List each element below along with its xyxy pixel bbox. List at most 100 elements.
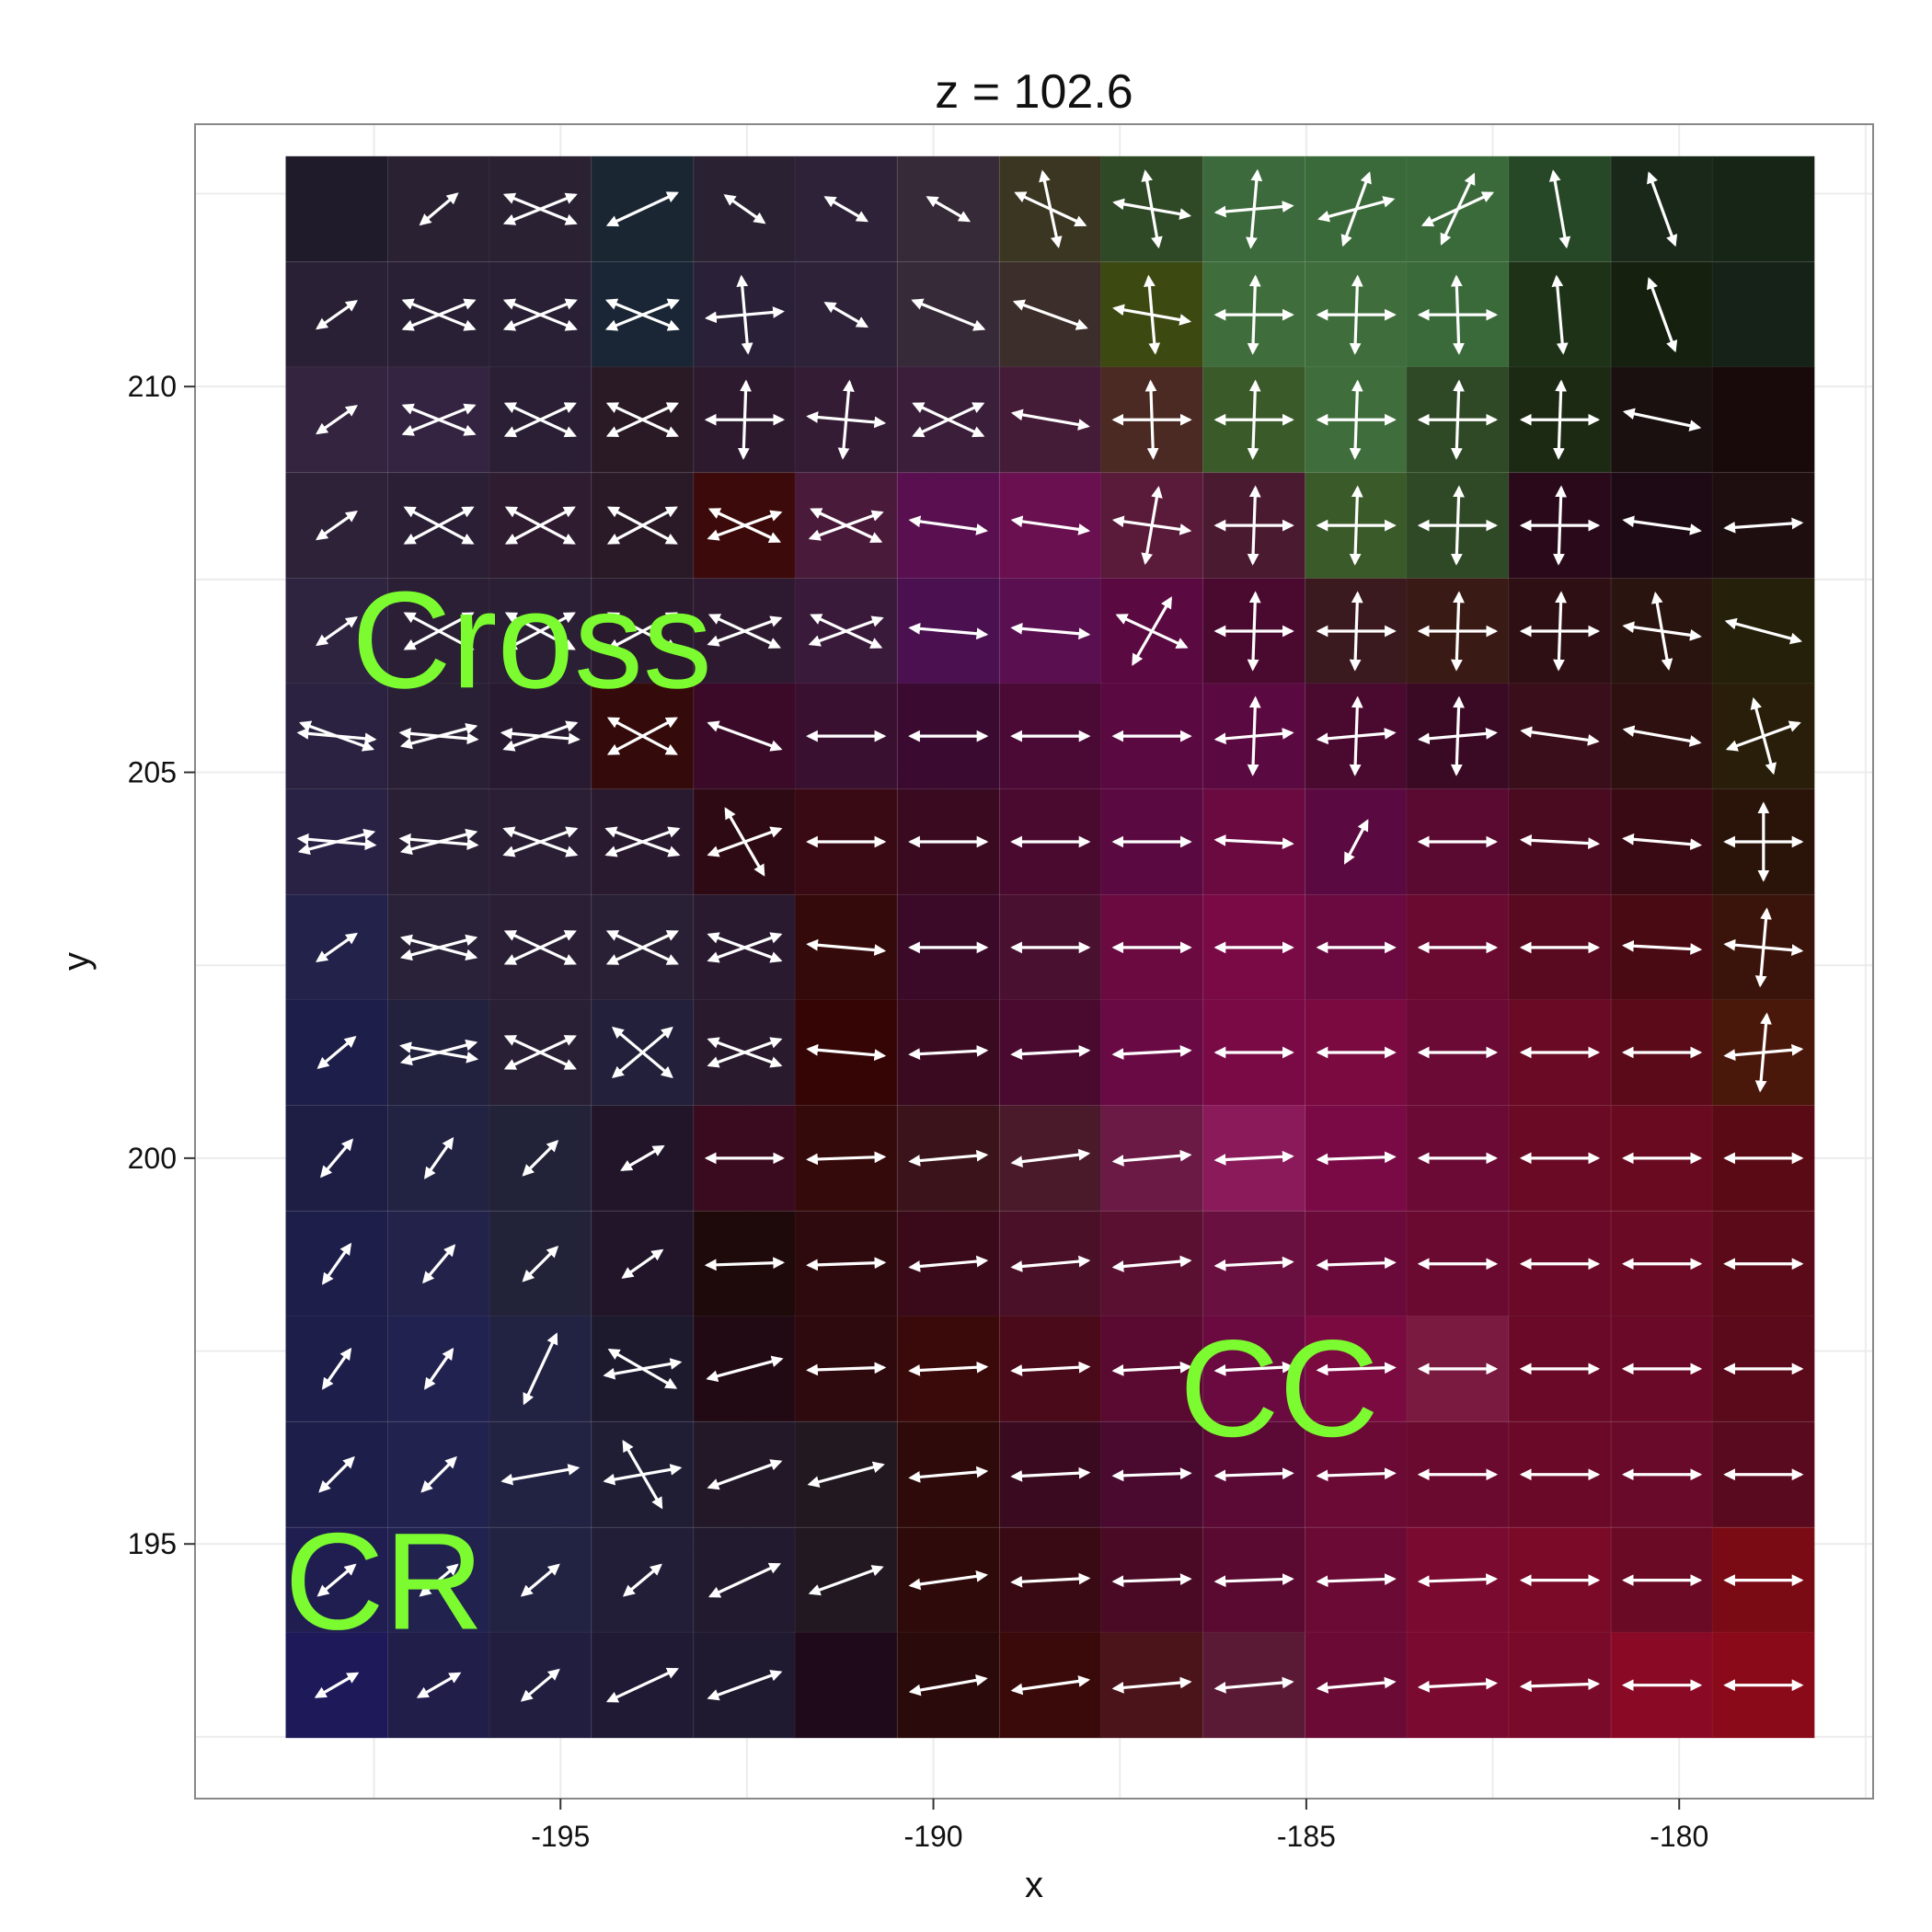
tensor-arrow-glyph [1723,517,1804,534]
tensor-arrow-glyph [504,506,576,545]
tensor-arrow-glyph [1417,1573,1499,1588]
tensor-arrow-glyph [604,826,681,857]
tensor-arrow-glyph [605,930,679,965]
tensor-arrow-glyph [604,298,680,331]
tensor-arrow-glyph [1010,622,1091,640]
tensor-arrow-glyph [1111,1467,1192,1482]
tensor-arrow-glyph [1111,515,1192,535]
tensor-arrow-glyph [1420,191,1495,227]
tensor-arrow-glyph [1111,1255,1192,1272]
tensor-arrow-glyph [806,1257,887,1271]
tensor-arrow-glyph [1115,614,1189,649]
y-tick-label: 200 [128,1142,177,1175]
tensor-arrow-glyph [1316,1257,1397,1271]
tensor-arrow-glyph [1111,1573,1192,1588]
tensor-arrow-glyph [908,1466,989,1483]
tensor-arrow-glyph [1213,728,1294,745]
tensor-arrow-glyph [1010,1148,1091,1167]
tensor-arrow-glyph [926,196,972,223]
tensor-arrow-glyph [424,1347,454,1390]
tensor-arrow-glyph [316,511,358,541]
heatmap-cell [794,1631,898,1739]
tensor-arrow-glyph [1010,1466,1091,1482]
region-label: Cross [351,562,712,717]
y-tick-label: 205 [128,756,177,789]
tensor-arrow-glyph [707,720,783,752]
tensor-arrow-glyph [1317,196,1396,223]
tensor-arrow-glyph [502,192,578,225]
tensor-arrow-glyph [806,1043,887,1062]
tensor-arrow-glyph [299,720,375,752]
tensor-arrow-glyph [908,1674,988,1696]
tensor-arrow-glyph [1213,1467,1294,1482]
tensor-arrow-glyph [1213,1676,1294,1694]
tensor-arrow-glyph [908,1255,989,1272]
tensor-arrow-glyph [707,1459,783,1490]
tensor-arrow-glyph [403,612,475,650]
tensor-arrow-glyph [1111,1149,1192,1167]
tensor-arrow-glyph [806,1362,887,1376]
heatmap-cell [284,155,389,263]
tensor-arrow-glyph [606,506,678,545]
tensor-arrow-glyph [1213,201,1294,218]
tensor-arrow-glyph [912,402,985,438]
x-tick-label: -190 [904,1820,963,1853]
tensor-arrow-glyph [1417,1677,1499,1693]
tensor-arrow-glyph [1343,819,1369,865]
tensor-arrow-glyph [823,196,868,223]
tensor-arrow-glyph [1723,1043,1804,1062]
tensor-arrow-glyph [503,402,577,438]
glyph-layer [296,168,1804,1703]
heatmap-cell [1305,788,1409,895]
region-label: CC [1179,1311,1379,1466]
tensor-arrow-glyph [1111,1044,1192,1060]
tensor-arrow-glyph [316,1563,357,1597]
tensor-arrow-glyph [502,826,579,857]
tensor-arrow-glyph [321,1242,352,1285]
tensor-arrow-glyph [1213,1573,1294,1588]
tensor-arrow-glyph [1112,304,1192,326]
tensor-arrow-glyph [1010,1255,1091,1272]
tensor-arrow-glyph [622,1439,663,1510]
tensor-arrow-glyph [1111,1676,1192,1694]
x-tick-label: -180 [1650,1820,1708,1853]
tensor-arrow-glyph [808,510,884,541]
tensor-arrow-glyph [704,1257,786,1271]
tensor-arrow-glyph [314,1672,360,1698]
tensor-arrow-glyph [1622,725,1702,747]
tensor-arrow-glyph [1010,1675,1091,1696]
tensor-arrow-glyph [422,1244,456,1284]
tensor-arrow-glyph [606,717,678,755]
tensor-arrow-glyph [707,1670,783,1701]
tensor-arrow-glyph [707,932,783,963]
tensor-arrow-glyph [424,1136,454,1179]
tensor-arrow-glyph [1724,617,1802,645]
tensor-arrow-glyph [704,306,785,324]
tensor-arrow-glyph [522,1245,559,1282]
tensor-arrow-glyph [420,1455,457,1493]
tensor-arrow-glyph [316,932,358,962]
tensor-arrow-glyph [911,298,986,331]
tensor-arrow-glyph [1622,515,1702,535]
tensor-arrow-glyph [1622,408,1702,431]
tensor-arrow-glyph [401,403,477,436]
tensor-arrow-glyph [707,510,783,541]
tensor-arrow-glyph [706,1355,784,1383]
tensor-arrow-glyph [398,728,479,745]
tensor-arrow-glyph [908,1149,989,1167]
heatmap-cell [1711,155,1815,263]
tensor-arrow-glyph [403,506,475,545]
tensor-arrow-glyph [297,828,376,856]
tensor-arrow-glyph [419,1563,459,1597]
tensor-arrow-glyph [605,191,679,227]
tensor-arrow-glyph [606,612,678,650]
tensor-arrow-glyph [316,405,358,435]
tensor-arrow-glyph [603,1358,683,1380]
tensor-arrow-glyph [1010,1044,1091,1060]
heatmap-cell [489,1631,592,1739]
tensor-arrow-glyph [1316,728,1397,745]
tensor-arrow-glyph [399,934,478,961]
tensor-arrow-glyph [316,615,358,647]
tensor-arrow-glyph [1213,1361,1294,1376]
tensor-arrow-glyph [1548,169,1571,249]
